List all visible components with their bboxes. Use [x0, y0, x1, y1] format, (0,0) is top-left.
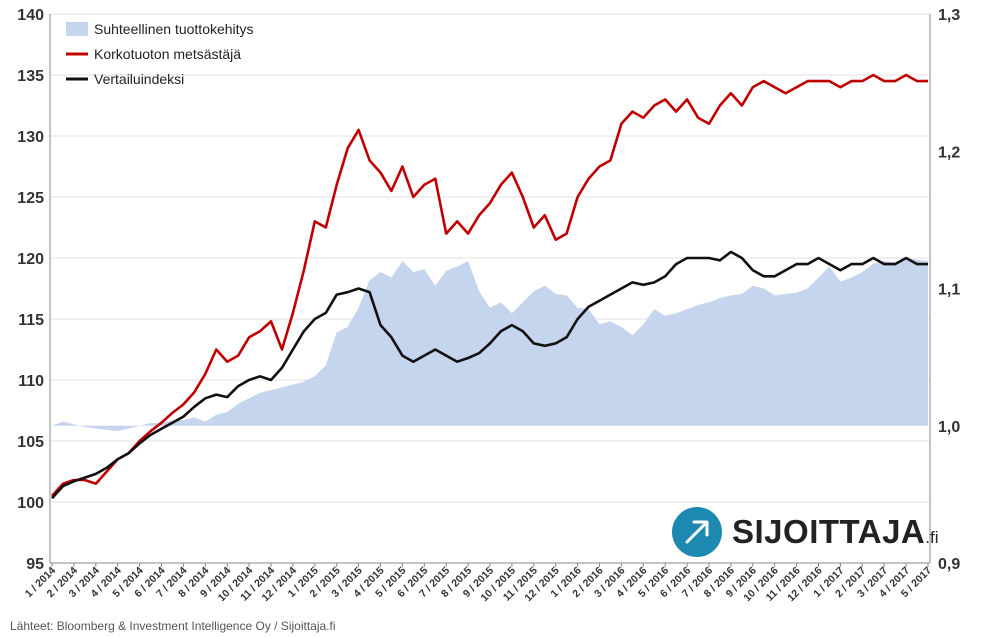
left-tick-label-140: 140 [17, 7, 44, 24]
legend-label-1: Korkotuoton metsästäjä [94, 46, 241, 62]
left-axis-tick-labels: 95 100 105 110 115 120 125 130 135 140 [17, 7, 44, 573]
line-series-yield-hunter [51, 73, 928, 497]
left-tick-label-100: 100 [17, 495, 44, 512]
logo-wordmark: SIJOITTAJA [732, 513, 926, 550]
left-tick-label-125: 125 [17, 190, 44, 207]
right-tick-label-0,9: 0,9 [938, 556, 960, 573]
logo-text: SIJOITTAJA.fi [732, 513, 939, 551]
right-tick-label-1,3: 1,3 [938, 7, 960, 24]
line-series-benchmark [51, 250, 928, 500]
right-axis-tick-labels: 0,9 1,0 1,1 1,2 1,3 [938, 7, 960, 573]
logo-suffix: .fi [925, 528, 939, 547]
arrow-up-right-icon [685, 520, 709, 544]
line-series-layer [51, 73, 928, 500]
left-tick-label-95: 95 [26, 556, 44, 573]
logo-circle [672, 507, 722, 557]
legend: Suhteellinen tuottokehitys Korkotuoton me… [66, 21, 254, 87]
left-tick-label-115: 115 [18, 312, 44, 329]
axes [49, 14, 931, 567]
right-tick-label-1,2: 1,2 [938, 144, 960, 161]
left-tick-label-105: 105 [17, 434, 44, 451]
grid-lines [50, 13, 930, 564]
legend-label-2: Vertailuindeksi [94, 71, 184, 87]
legend-label-0: Suhteellinen tuottokehitys [94, 21, 254, 37]
sijoittaja-logo: SIJOITTAJA.fi [672, 507, 939, 559]
left-tick-label-135: 135 [17, 68, 44, 85]
left-tick-label-130: 130 [17, 129, 44, 146]
right-tick-label-1,0: 1,0 [938, 419, 960, 436]
legend-swatch-area [66, 22, 88, 36]
right-tick-label-1,1: 1,1 [938, 282, 960, 299]
left-tick-label-120: 120 [17, 251, 44, 268]
left-tick-label-110: 110 [18, 373, 44, 390]
source-note: Lähteet: Bloomberg & Investment Intellig… [10, 619, 336, 633]
